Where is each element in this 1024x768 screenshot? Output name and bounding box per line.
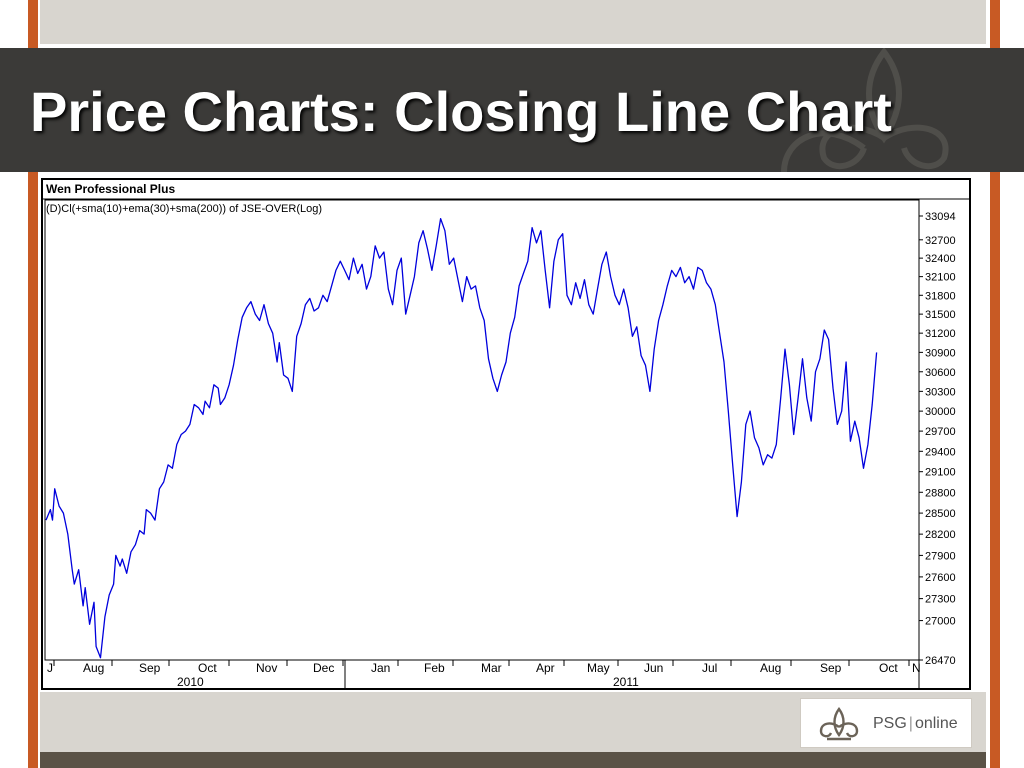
y-tick-label: 29400 — [925, 446, 956, 458]
y-tick-label: 32100 — [925, 272, 956, 284]
chart-title: Wen Professional Plus — [46, 182, 175, 196]
right-accent-bar — [990, 0, 1000, 768]
x-tick-label: Mar — [481, 661, 502, 675]
y-tick-label: 27000 — [925, 616, 956, 628]
y-tick-label: 28200 — [925, 529, 956, 541]
left-accent-bar — [28, 0, 38, 768]
x-tick-label: Aug — [760, 661, 781, 675]
y-tick-label: 29100 — [925, 467, 956, 479]
x-year-label: 2011 — [613, 675, 639, 688]
psg-online-logo: PSG | online — [800, 698, 972, 748]
slide-header — [0, 48, 1024, 172]
y-tick-label: 31800 — [925, 290, 956, 302]
x-tick-label: Jul — [702, 661, 717, 675]
x-tick-label: Feb — [424, 661, 445, 675]
x-axis-ticks: J Aug Sep Oct Nov Dec Jan Feb Mar Apr May Jun Jul Aug… — [47, 660, 921, 688]
x-tick-label: Sep — [820, 661, 842, 675]
series-group — [45, 217, 878, 659]
chart-subtitle: (D)Cl(+sma(10)+ema(30)+sma(200)) of JSE-… — [46, 203, 322, 215]
logo-brand: PSG — [873, 715, 907, 732]
x-tick-label: Sep — [139, 661, 161, 675]
x-tick-label: Aug — [83, 661, 104, 675]
y-tick-label: 30900 — [925, 347, 956, 359]
x-tick-label: Oct — [198, 661, 217, 675]
y-tick-label: 33094 — [925, 211, 956, 223]
slide-title: Price Charts: Closing Line Chart — [30, 80, 892, 143]
fleur-de-lis-icon — [819, 706, 859, 741]
logo-separator: | — [908, 715, 913, 732]
plot-area — [44, 199, 920, 661]
y-tick-label: 31200 — [925, 328, 956, 340]
y-tick-label: 30600 — [925, 367, 956, 379]
top-panel — [40, 0, 986, 44]
price-chart: Wen Professional Plus (D)Cl(+sma(10)+ema… — [43, 182, 969, 688]
x-tick-label: May — [587, 661, 610, 675]
x-tick-label: Jun — [644, 661, 663, 675]
x-tick-label: Apr — [536, 661, 555, 675]
x-tick-label: Jan — [371, 661, 390, 675]
x-tick-label: Nov — [256, 661, 277, 675]
logo-text: PSG | online — [873, 715, 958, 733]
x-year-label: 2010 — [177, 675, 204, 688]
y-tick-label: 26470 — [925, 655, 956, 667]
y-tick-label: 31500 — [925, 309, 956, 321]
y-tick-label: 28800 — [925, 487, 956, 499]
y-tick-label: 30000 — [925, 406, 956, 418]
y-tick-label: 32700 — [925, 235, 956, 247]
y-tick-label: 32400 — [925, 253, 956, 265]
y-tick-label: 27900 — [925, 550, 956, 562]
y-tick-label: 27600 — [925, 572, 956, 584]
y-tick-label: 28500 — [925, 508, 956, 520]
y-tick-label: 27300 — [925, 594, 956, 606]
footer-strip — [40, 752, 986, 768]
fleur-de-lis-watermark-icon — [781, 48, 949, 172]
y-tick-label: 29700 — [925, 426, 956, 438]
x-tick-label: Oct — [879, 661, 898, 675]
x-tick-label: N — [912, 661, 921, 675]
y-axis-ticks: 33094 32700 32400 32100 31800 31500 31200 30900… — [919, 211, 956, 667]
x-tick-label: J — [47, 661, 53, 675]
logo-suffix: online — [914, 715, 958, 732]
series-line-close — [45, 217, 878, 659]
y-tick-label: 30300 — [925, 386, 956, 398]
x-tick-label: Dec — [313, 661, 334, 675]
chart-frame: Wen Professional Plus (D)Cl(+sma(10)+ema… — [41, 178, 971, 690]
